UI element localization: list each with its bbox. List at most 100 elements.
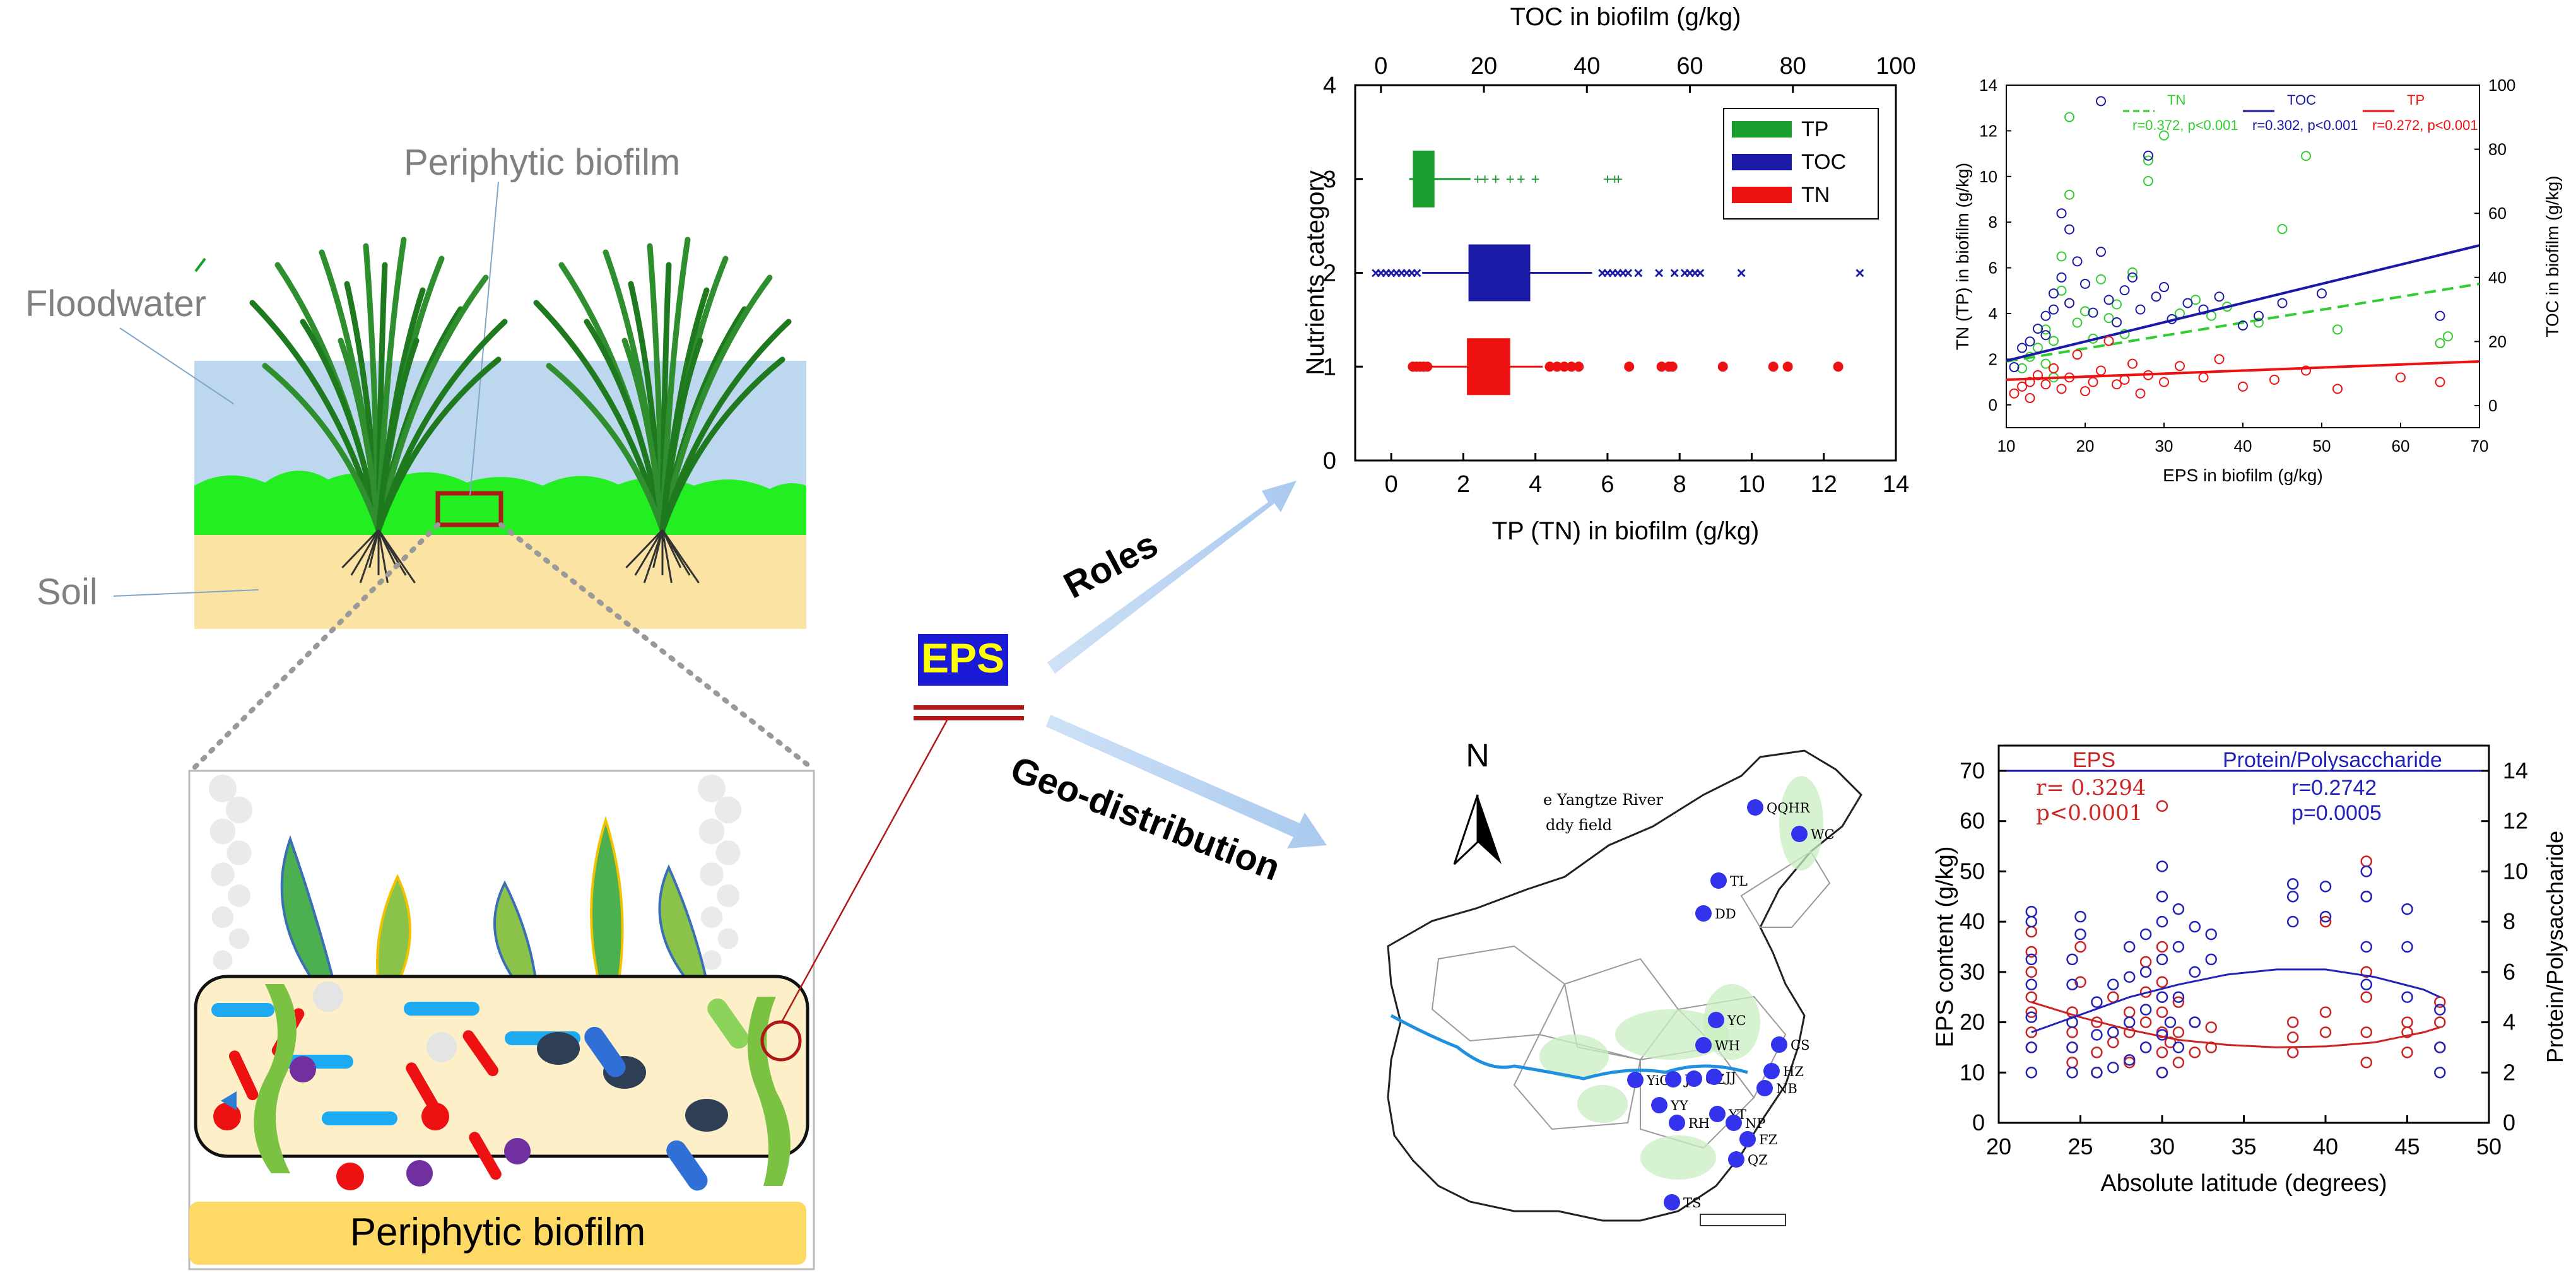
- y2-tick-label: 4: [2503, 1009, 2515, 1035]
- data-point: [2119, 285, 2130, 296]
- data-point: [2401, 1046, 2413, 1058]
- data-point: [2435, 377, 2445, 387]
- data-point: [2096, 274, 2106, 284]
- data-point: [2127, 358, 2138, 369]
- box-tp: ++ + + + + +++: [1409, 150, 1623, 208]
- site-label: TS: [1683, 1195, 1701, 1211]
- x-tick-label: 50: [2313, 437, 2331, 455]
- x-tick-label: 50: [2476, 1134, 2502, 1159]
- eps-badge: [918, 634, 1008, 686]
- outlier: ×: [1397, 264, 1406, 283]
- x-tick-label: 70: [2471, 437, 2489, 455]
- data-point: [2025, 1006, 2038, 1018]
- smoke-puff: [225, 796, 253, 824]
- data-point: [2127, 267, 2138, 278]
- site-marker: [1695, 1037, 1712, 1053]
- data-point: [2360, 1026, 2372, 1038]
- x-axis-label: Absolute latitude (degrees): [2100, 1170, 2387, 1197]
- y2-tick-label: 10: [2503, 858, 2528, 884]
- site-ts: TS: [1664, 1194, 1701, 1211]
- outlier: ×: [1387, 264, 1396, 283]
- site-marker: [1763, 1063, 1780, 1079]
- top-tick-label: 40: [1573, 53, 1600, 79]
- smoke-puff: [698, 775, 726, 802]
- blue-triangle: [221, 1091, 237, 1110]
- site-label: NP: [1745, 1116, 1766, 1131]
- rice-leaf: [375, 274, 489, 533]
- legend-entry: TP: [2407, 92, 2425, 108]
- data-point: [2277, 224, 2288, 235]
- algae-frond: [280, 835, 336, 985]
- site-marker: [1739, 1131, 1756, 1147]
- data-point: [2074, 928, 2086, 941]
- outlier: ×: [1685, 264, 1695, 283]
- x-tick-label: 60: [2392, 437, 2410, 455]
- province-boundary: [1513, 1033, 1642, 1130]
- data-point: [2319, 881, 2332, 893]
- y2-tick-label: 8: [2503, 908, 2515, 934]
- capsule-bacterium: [584, 1026, 626, 1077]
- data-point: [2009, 388, 2020, 399]
- data-point: [2189, 1046, 2201, 1058]
- data-point: [2088, 307, 2098, 318]
- biofilm-matrix: [194, 975, 809, 1158]
- data-point: [2286, 1016, 2299, 1028]
- outlier: ×: [1371, 264, 1380, 283]
- data-point: [2214, 354, 2225, 365]
- data-point: [2360, 865, 2372, 877]
- soil-pointer: [113, 589, 259, 597]
- data-point: [2091, 1046, 2103, 1058]
- rice-root: [625, 529, 664, 569]
- data-point: [2074, 910, 2086, 923]
- data-point: [2172, 1057, 2185, 1069]
- data-point: [2025, 1067, 2038, 1079]
- data-point: [2025, 336, 2035, 347]
- series-tn: TN r=0.372, p<0.001: [2006, 92, 2480, 383]
- data-point: [2360, 855, 2372, 867]
- data-point: [2112, 299, 2122, 310]
- box-iqr: [1467, 338, 1510, 396]
- eps-double-line-bottom: [914, 716, 1024, 720]
- x-tick-label: 12: [1811, 471, 1837, 498]
- blue-rod-bacterium: [404, 1002, 479, 1016]
- rice-leaf: [375, 356, 502, 533]
- outlier: [1573, 361, 1584, 372]
- floodwater-pointer: [119, 327, 234, 404]
- data-point: [2040, 358, 2051, 369]
- eps-double-line-top: [914, 705, 1024, 710]
- y2-tick-label: 20: [2488, 332, 2507, 351]
- red-coccus: [421, 1103, 449, 1130]
- data-point: [2434, 1041, 2446, 1053]
- y-tick-label: 2: [1323, 261, 1336, 287]
- y-tick-label: 40: [1960, 908, 1985, 934]
- data-point: [2156, 915, 2168, 928]
- data-point: [2033, 324, 2043, 334]
- outlier: [1551, 361, 1562, 372]
- data-point: [2025, 925, 2038, 938]
- data-point: [2025, 991, 2038, 1003]
- smoke-puff: [213, 950, 233, 970]
- rice-root: [350, 529, 380, 576]
- soil-label: Soil: [37, 572, 98, 613]
- site-yy: YY: [1651, 1097, 1689, 1113]
- red-rod-bacterium: [406, 1062, 438, 1111]
- data-point: [2025, 1041, 2038, 1053]
- y2-tick-label: 2: [2503, 1059, 2515, 1085]
- y-tick-label: 6: [1989, 259, 1997, 278]
- data-point: [2401, 903, 2413, 915]
- legend-entry: TP: [1801, 117, 1828, 141]
- outlier: ×: [1618, 264, 1628, 283]
- data-point: [2123, 1054, 2136, 1066]
- data-point: [2091, 996, 2103, 1008]
- fit-curve: [2031, 968, 2440, 1033]
- data-point: [2066, 1057, 2078, 1069]
- paddy-field-area: [1640, 1135, 1716, 1180]
- red-coccus: [336, 1163, 364, 1190]
- smoke-puff: [228, 928, 250, 949]
- site-label: CS: [1791, 1038, 1809, 1053]
- outlier: +: [1517, 171, 1526, 188]
- data-point: [2103, 295, 2114, 305]
